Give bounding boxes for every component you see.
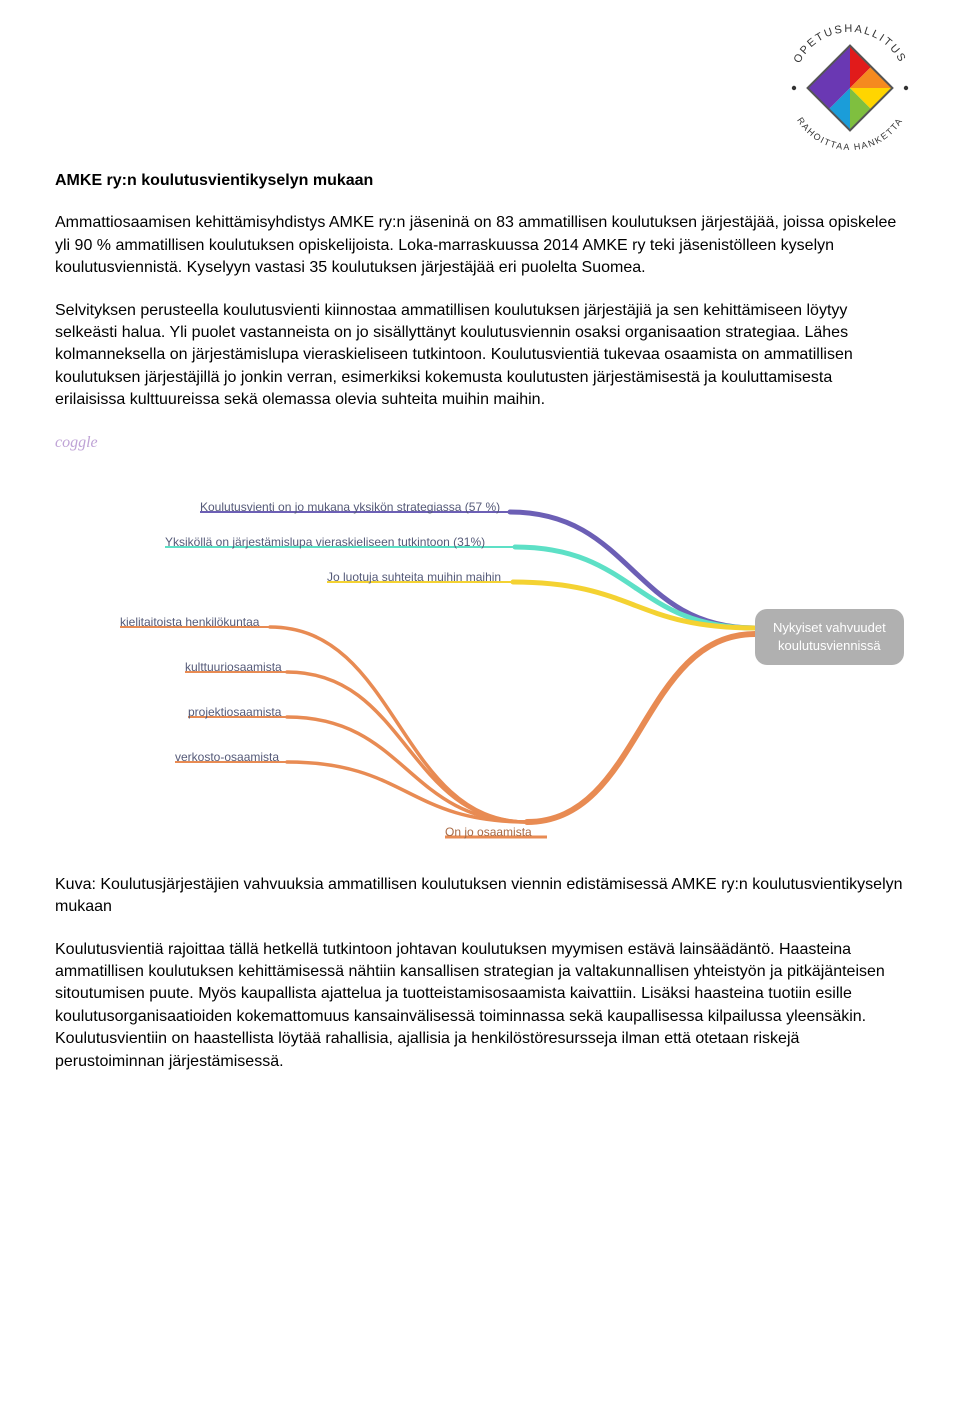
intro-paragraph-2: Selvityksen perusteella koulutusvienti k… <box>55 300 905 412</box>
branch-label: kulttuuriosaamista <box>185 659 282 676</box>
intro-paragraph-1: Ammattiosaamisen kehittämisyhdistys AMKE… <box>55 212 905 279</box>
branch-label: Koulutusvienti on jo mukana yksikön stra… <box>200 499 500 516</box>
central-node: Nykyiset vahvuudetkoulutusviennissä <box>755 609 904 665</box>
branch-label: Yksiköllä on järjestämislupa vieraskieli… <box>165 534 485 551</box>
page-heading: AMKE ry:n koulutusvientikyselyn mukaan <box>55 170 905 192</box>
mindmap-diagram: Koulutusvienti on jo mukana yksikön stra… <box>55 454 905 874</box>
branch-label: kielitaitoista henkilökuntaa <box>120 614 259 631</box>
branch-label: projektiosaamista <box>188 704 281 721</box>
coggle-brand: coggle <box>55 432 905 454</box>
funding-logo: OPETUSHALLITUS RAHOITTAA HANKETTA <box>770 8 930 168</box>
group-node-label: On jo osaamista <box>445 824 532 841</box>
body-paragraph-3: Koulutusvientiä rajoittaa tällä hetkellä… <box>55 939 905 1073</box>
branch-label: verkosto-osaamista <box>175 749 279 766</box>
branch-label: Jo luotuja suhteita muihin maihin <box>327 569 501 586</box>
